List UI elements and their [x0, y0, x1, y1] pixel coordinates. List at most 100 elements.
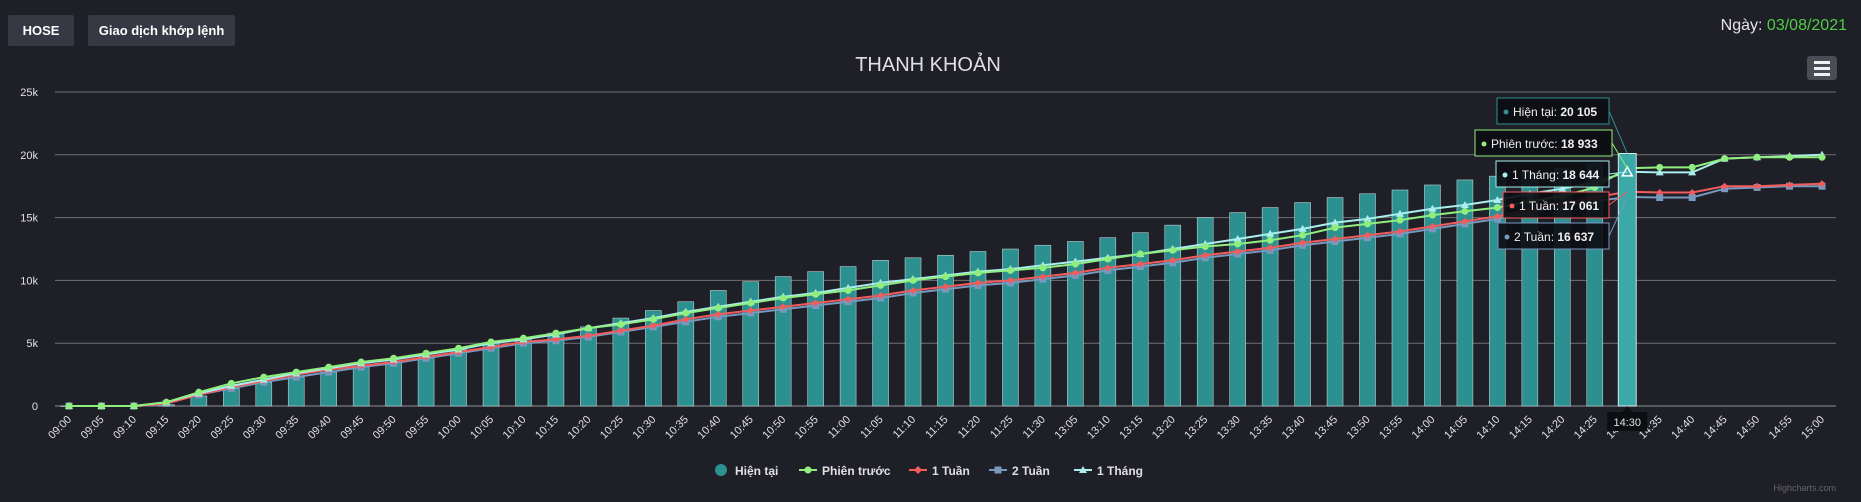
x-tick-label: 13:40	[1280, 414, 1308, 442]
one-month-point	[1655, 168, 1664, 176]
previous-session-point	[779, 294, 787, 302]
previous-session-point	[422, 349, 430, 357]
x-tick-label: 09:50	[371, 414, 399, 442]
hamburger-menu-icon[interactable]	[1807, 56, 1837, 80]
bar-hien-tai	[1099, 237, 1117, 407]
tooltip-box	[1502, 191, 1610, 219]
one-week-point	[714, 310, 722, 318]
one-week-point	[1201, 251, 1209, 259]
previous-session-point	[1493, 204, 1501, 212]
x-tick-label: 13:05	[1053, 414, 1081, 442]
x-tick-label: 10:30	[631, 414, 659, 442]
one-week-point	[1656, 188, 1664, 196]
legend-item[interactable]: 1 Tháng	[1074, 464, 1143, 478]
previous-session-point	[1006, 266, 1014, 274]
previous-session-point	[942, 273, 949, 281]
tooltip-item: Hiện tại: 20 105	[1496, 97, 1628, 154]
date-label: Ngày:	[1720, 17, 1763, 34]
two-weeks-point	[1656, 194, 1664, 202]
previous-session-point	[1169, 246, 1177, 254]
previous-session-point	[357, 358, 365, 366]
x-tick-label: 14:40	[1669, 414, 1697, 442]
bar-hien-tai	[612, 317, 630, 407]
one-week-point	[649, 322, 657, 330]
previous-session-point	[649, 315, 657, 323]
one-week-point	[779, 303, 787, 311]
one-week-point	[909, 286, 917, 294]
one-week-point	[1006, 276, 1014, 284]
x-tick-label: 11:15	[923, 414, 950, 441]
bar-hien-tai	[287, 376, 305, 407]
one-week-point	[1688, 188, 1696, 196]
previous-session-point	[162, 398, 170, 406]
tooltip-series-name: Hiện tại:	[1513, 105, 1560, 119]
legend-label: 1 Tháng	[1097, 464, 1143, 478]
previous-session-point	[877, 281, 885, 289]
tooltip-series-name: 1 Tuần:	[1519, 199, 1562, 213]
bar-hien-tai	[450, 349, 467, 407]
previous-session-point	[812, 290, 820, 298]
previous-session-point	[1104, 255, 1112, 263]
exchange-button[interactable]: HOSE	[8, 15, 74, 46]
x-tick-label: 14:25	[1572, 414, 1600, 442]
x-tick-label: 11:20	[956, 414, 983, 441]
x-tick-label: 11:30	[1021, 414, 1048, 441]
previous-session-point	[1428, 211, 1436, 219]
tooltip-text: 2 Tuần: 16 637	[1514, 230, 1594, 244]
previous-session-point	[1331, 224, 1339, 232]
previous-session-point	[747, 299, 755, 307]
x-tick-label: 14:45	[1702, 414, 1730, 442]
bar-hien-tai	[1391, 189, 1409, 407]
y-tick-label: 0	[32, 401, 38, 413]
previous-session-point	[97, 402, 105, 410]
tooltip-series-name: 1 Tháng:	[1512, 168, 1562, 182]
tooltip-item: 1 Tháng: 18 644	[1495, 160, 1628, 188]
bar-hien-tai	[352, 366, 370, 407]
tooltip-dot	[1503, 109, 1509, 115]
previous-session-point	[1818, 153, 1826, 161]
x-tick-label: 11:10	[891, 414, 918, 441]
x-tick-label: 10:35	[663, 414, 691, 442]
one-week-point	[1753, 182, 1761, 190]
one-week-point	[747, 307, 755, 315]
x-tick-label: 13:30	[1215, 414, 1243, 442]
x-tick-label: 10:40	[695, 414, 723, 442]
tooltip-box	[1495, 160, 1610, 188]
bar-hien-tai	[1424, 184, 1441, 407]
one-week-point	[1364, 231, 1372, 239]
bar-hien-tai	[417, 355, 435, 407]
one-week-point	[1266, 244, 1274, 252]
x-tick-label: 11:25	[988, 414, 1015, 441]
legend-item[interactable]: 2 Tuần	[989, 464, 1050, 478]
legend-symbol	[994, 466, 1002, 474]
legend-item[interactable]: Phiên trước	[799, 464, 891, 478]
y-tick-label: 25k	[20, 87, 38, 99]
credits-link: Highcharts.com	[1773, 483, 1836, 493]
legend-label: 1 Tuần	[932, 464, 970, 478]
x-tick-label: 13:20	[1150, 414, 1178, 442]
x-tick-label: 10:10	[501, 414, 529, 442]
one-week-point	[812, 299, 820, 307]
one-week-point	[1331, 235, 1339, 243]
x-tick-label: 09:55	[403, 414, 431, 442]
legend-item[interactable]: 1 Tuần	[909, 464, 970, 478]
x-tick-label: 09:35	[273, 414, 301, 442]
tooltip-dot	[1509, 203, 1515, 209]
one-month-point	[1460, 201, 1469, 209]
previous-session-point	[65, 402, 73, 410]
legend-label: 2 Tuần	[1012, 464, 1050, 478]
one-week-point	[1786, 181, 1794, 189]
previous-session-point	[682, 309, 690, 317]
previous-session-point	[1396, 216, 1404, 224]
crosshair-time-label: 14:30	[1607, 406, 1648, 431]
order-matching-button[interactable]: Giao dịch khớp lệnh	[88, 15, 235, 46]
legend-item[interactable]: Hiện tại	[715, 464, 778, 478]
x-tick-label: 13:45	[1312, 414, 1340, 442]
previous-session-point	[130, 402, 138, 410]
tooltip-series-value: 20 105	[1560, 105, 1597, 119]
tooltip-dot	[1481, 141, 1487, 147]
x-tick-label: 13:55	[1377, 414, 1405, 442]
one-week-point	[1039, 273, 1047, 281]
hovered-point-marker	[1620, 165, 1634, 177]
x-tick-label: 14:00	[1410, 414, 1438, 442]
